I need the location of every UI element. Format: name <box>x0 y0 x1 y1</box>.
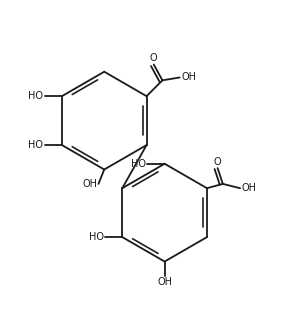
Text: HO: HO <box>131 159 146 169</box>
Text: HO: HO <box>28 140 43 150</box>
Text: OH: OH <box>82 179 97 189</box>
Text: OH: OH <box>242 183 257 193</box>
Text: HO: HO <box>89 232 103 242</box>
Text: O: O <box>214 157 221 167</box>
Text: HO: HO <box>28 91 43 101</box>
Text: OH: OH <box>157 277 172 287</box>
Text: OH: OH <box>181 72 196 82</box>
Text: O: O <box>150 53 158 63</box>
